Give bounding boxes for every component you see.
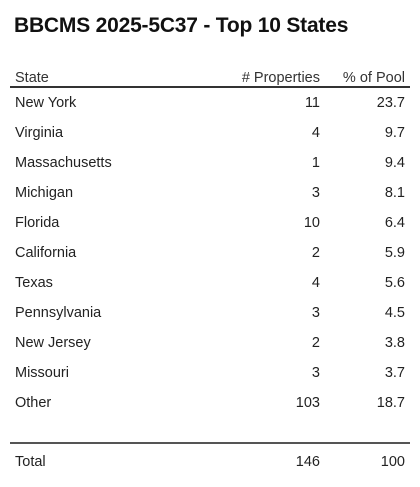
pct-cell: 3.8: [384, 335, 405, 351]
state-cell: California: [15, 245, 77, 261]
properties-cell: 103: [295, 395, 320, 411]
column-header-pct-of-pool: % of Pool: [325, 62, 410, 88]
table-header-row: State # Properties % of Pool: [10, 62, 410, 88]
pct-cell: 18.7: [376, 395, 405, 411]
total-label: Total: [10, 442, 210, 480]
spacer-cell: [10, 418, 410, 443]
table-row: Other 103 18.7: [10, 388, 410, 418]
state-cell: Florida: [15, 215, 60, 231]
state-cell: Missouri: [15, 365, 69, 381]
total-row: Total 146 100: [10, 442, 410, 480]
pct-cell: 5.9: [384, 245, 405, 261]
state-cell: Michigan: [15, 185, 74, 201]
table-row: California 2 5.9: [10, 238, 410, 268]
table-row: New York 11 23.7: [10, 87, 410, 118]
page-title: BBCMS 2025-5C37 - Top 10 States: [14, 14, 349, 37]
state-cell: Pennsylvania: [15, 305, 102, 321]
properties-cell: 11: [304, 95, 320, 111]
table-row: Massachusetts 1 9.4: [10, 148, 410, 178]
properties-cell: 3: [311, 185, 320, 201]
table-row: Missouri 3 3.7: [10, 358, 410, 388]
table-row: Pennsylvania 3 4.5: [10, 298, 410, 328]
column-header-properties: # Properties: [210, 62, 325, 88]
properties-cell: 3: [311, 305, 320, 321]
pct-cell: 6.4: [384, 215, 405, 231]
state-cell: Texas: [15, 275, 53, 291]
states-table: State # Properties % of Pool New York 11…: [10, 62, 410, 480]
properties-cell: 1: [311, 155, 320, 171]
pct-cell: 5.6: [384, 275, 405, 291]
pct-cell: 8.1: [384, 185, 405, 201]
table-row: Michigan 3 8.1: [10, 178, 410, 208]
total-pct: 100: [325, 442, 410, 480]
properties-cell: 4: [311, 125, 320, 141]
properties-cell: 4: [311, 275, 320, 291]
pct-cell: 3.7: [384, 365, 405, 381]
properties-cell: 2: [311, 335, 320, 351]
state-cell: New Jersey: [15, 335, 91, 351]
table-row: Virginia 4 9.7: [10, 118, 410, 148]
state-cell: New York: [15, 95, 77, 111]
column-header-state: State: [10, 62, 210, 88]
table-row: Florida 10 6.4: [10, 208, 410, 238]
table-row: Texas 4 5.6: [10, 268, 410, 298]
pct-cell: 9.7: [384, 125, 405, 141]
state-cell: Virginia: [15, 125, 64, 141]
table-spacer-row: [10, 418, 410, 443]
table-row: New Jersey 2 3.8: [10, 328, 410, 358]
total-properties: 146: [210, 442, 325, 480]
pct-cell: 4.5: [384, 305, 405, 321]
state-cell: Other: [15, 395, 52, 411]
pct-cell: 23.7: [376, 95, 405, 111]
properties-cell: 10: [303, 215, 320, 231]
properties-cell: 3: [311, 365, 320, 381]
pct-cell: 9.4: [384, 155, 405, 171]
state-cell: Massachusetts: [15, 155, 112, 171]
properties-cell: 2: [311, 245, 320, 261]
